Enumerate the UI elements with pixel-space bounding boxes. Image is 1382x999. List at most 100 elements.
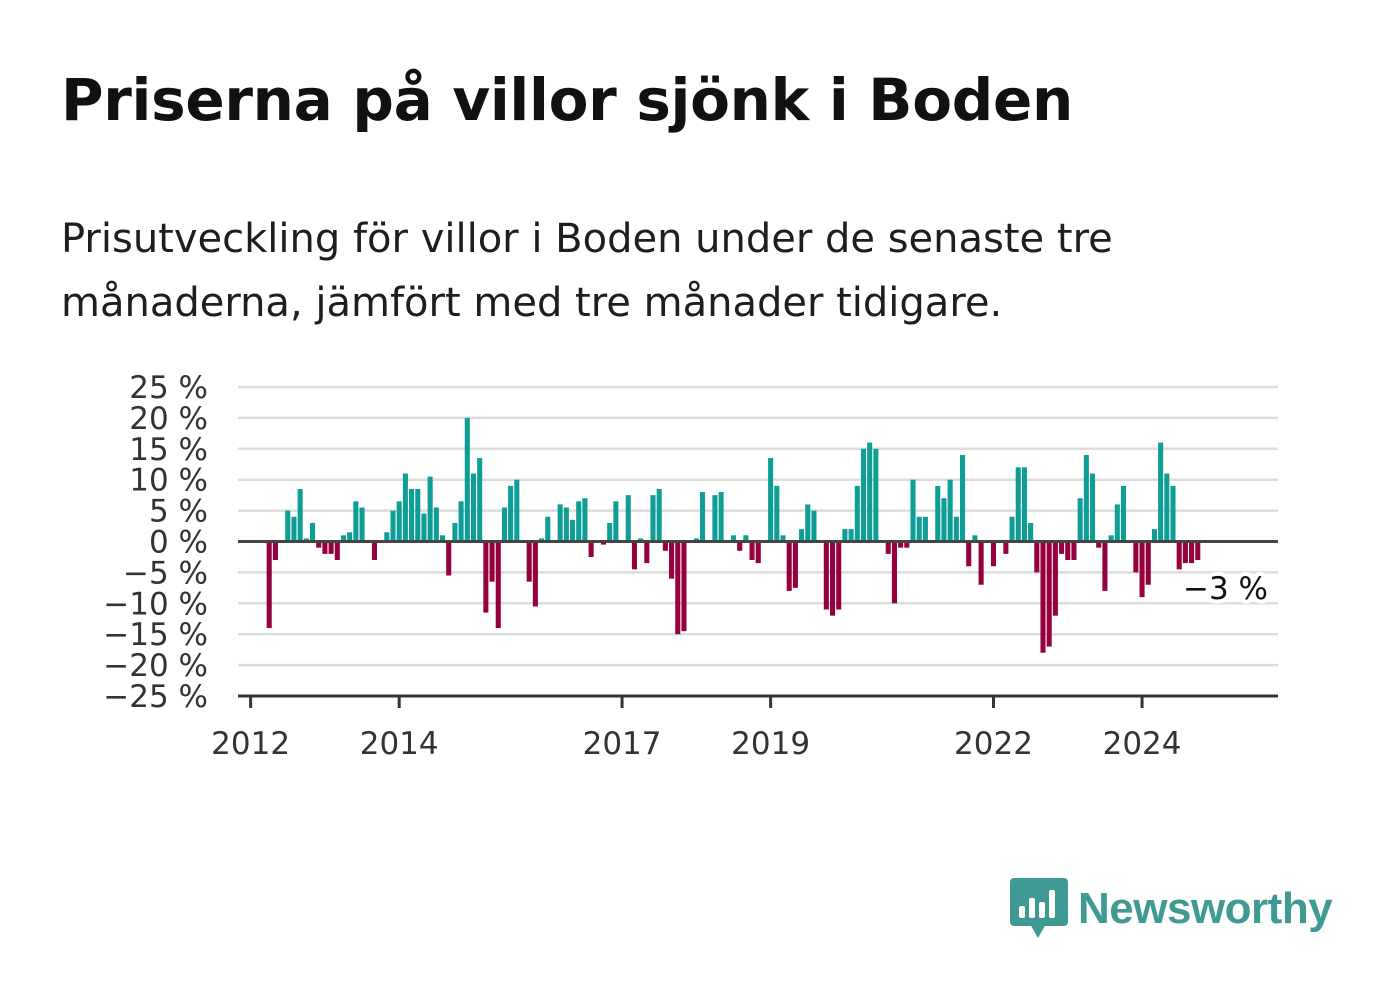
bar [860,448,867,542]
bar [656,488,662,542]
bar [359,507,365,542]
bar [1096,541,1102,548]
bar [867,442,873,542]
bar [576,501,582,542]
bar [501,507,507,542]
bar [477,458,483,542]
bar [966,541,972,567]
x-tick-label: 2017 [583,726,662,762]
bar [526,541,532,582]
bar [415,488,421,542]
bar [675,541,681,635]
bar [396,501,402,542]
bar [644,541,650,564]
bar [941,498,947,542]
bar [792,541,798,588]
bar-chart-speech-bubble-icon [1010,878,1068,938]
bar [990,541,997,567]
bar [316,541,322,548]
bar [712,495,718,542]
x-tick-label: 2014 [360,726,439,762]
y-tick-label: 10 % [129,463,208,499]
bar [669,541,675,579]
bar [848,529,854,542]
bar [458,501,464,542]
bar [922,516,928,542]
bar [334,541,340,561]
y-tick-label: −20 % [103,648,208,684]
bar [1164,473,1170,542]
bar [539,538,545,542]
bar [891,541,897,604]
last-value-label: −3 % [1183,571,1268,607]
bar [916,516,922,542]
bar [1182,541,1188,564]
bar [532,541,538,607]
bar [452,522,458,542]
bar [464,417,470,542]
x-tick-label: 2022 [954,726,1033,762]
bar [1021,467,1027,542]
bar [613,501,619,542]
bar [508,485,514,542]
bar [730,535,737,542]
tick-labels: 25 %20 %15 %10 %5 %0 %−5 %−10 %−15 %−20 … [103,370,1272,762]
bar [638,538,644,542]
bar [291,516,297,542]
bar [328,541,334,554]
bar [470,473,477,542]
bar [446,541,452,576]
bar [1195,541,1201,561]
bar [347,532,353,542]
bar [427,476,433,542]
bar [749,541,755,561]
grid-lines [238,385,1278,667]
bar [285,510,291,542]
bar [972,535,978,542]
last-value-label-halo: −3 % [1183,571,1268,607]
bar [600,541,607,545]
bar [873,448,879,542]
bar [1114,504,1120,542]
bar [898,541,904,548]
bar [1071,541,1077,561]
bar [1189,541,1195,564]
bar [1003,541,1009,554]
bar [737,541,743,551]
bar [978,541,984,585]
bar [1052,541,1058,616]
bar [303,538,309,542]
bar [495,541,501,629]
bar [947,479,953,542]
bar [953,516,959,542]
bar [402,473,408,542]
y-tick-label: −10 % [103,586,208,622]
bar [836,541,842,610]
bar [272,541,278,561]
bar [433,507,439,542]
bar [353,501,359,542]
bar [743,535,749,542]
y-tick-label: 15 % [129,432,208,468]
bar [935,485,941,542]
bar-series [266,417,1201,653]
bar [1028,522,1034,542]
brand-name: Newsworthy [1078,884,1333,933]
bar [1170,485,1176,542]
y-tick-label: −15 % [103,617,208,653]
bar [310,522,316,542]
chart-subtitle: Prisutveckling för villor i Boden under … [61,216,1113,326]
bar [340,535,347,542]
bar [693,538,699,542]
y-tick-label: 0 % [149,525,208,561]
bar [1034,541,1040,573]
y-tick-label: −5 % [123,555,208,591]
bar [545,516,551,542]
bar [681,541,687,632]
x-tick-label: 2024 [1103,726,1182,762]
bar [266,541,272,629]
bar [700,492,706,542]
bar [1040,541,1046,653]
y-tick-label: 20 % [129,401,208,437]
